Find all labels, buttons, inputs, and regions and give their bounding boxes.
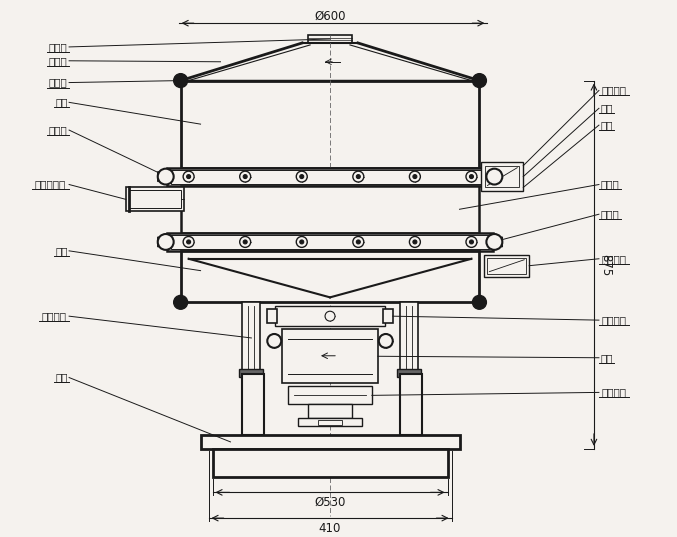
Text: 小束环: 小束环 [49, 77, 67, 88]
Bar [485, 255, 529, 277]
Circle shape [240, 171, 250, 182]
Bar [129, 191, 181, 208]
Circle shape [183, 236, 194, 248]
Text: 上框: 上框 [56, 97, 68, 107]
Circle shape [473, 295, 486, 309]
Circle shape [469, 175, 473, 179]
Circle shape [356, 240, 360, 244]
Circle shape [466, 236, 477, 248]
Bar [242, 302, 261, 374]
Text: 减震弹簧: 减震弹簧 [42, 311, 66, 321]
Text: 大束环: 大束环 [49, 125, 67, 135]
Text: 进料口: 进料口 [49, 42, 67, 52]
Bar [487, 258, 526, 274]
Text: 电机: 电机 [600, 353, 613, 363]
Circle shape [158, 234, 174, 250]
Bar [126, 187, 183, 211]
Polygon shape [158, 172, 169, 182]
Text: 网架: 网架 [600, 103, 613, 113]
Text: 大汉机械: 大汉机械 [305, 219, 355, 239]
Bar [167, 233, 494, 251]
Circle shape [410, 236, 420, 248]
Bar [298, 418, 362, 426]
Bar [181, 251, 479, 302]
Circle shape [183, 171, 194, 182]
Circle shape [353, 171, 364, 182]
Text: 下部重锤: 下部重锤 [601, 387, 626, 397]
Circle shape [267, 334, 281, 348]
Text: 细出料口: 细出料口 [601, 254, 626, 264]
Circle shape [486, 169, 502, 185]
Bar [276, 306, 385, 326]
Bar [399, 302, 418, 374]
Bar [282, 329, 378, 383]
Circle shape [473, 74, 486, 88]
Circle shape [174, 295, 188, 309]
Bar [181, 81, 479, 168]
Circle shape [174, 74, 188, 88]
Bar [171, 170, 489, 184]
Circle shape [240, 236, 250, 248]
Text: 底框: 底框 [56, 246, 68, 256]
Circle shape [379, 334, 393, 348]
Bar [267, 309, 278, 323]
Circle shape [353, 236, 364, 248]
Bar [308, 404, 352, 418]
Bar [318, 420, 342, 425]
Circle shape [356, 175, 360, 179]
Polygon shape [492, 172, 502, 182]
Circle shape [486, 234, 502, 250]
Text: 弹跳球: 弹跳球 [600, 179, 619, 190]
Text: 中粗出料口: 中粗出料口 [35, 179, 66, 190]
Circle shape [466, 171, 477, 182]
Bar [399, 374, 422, 435]
Bar [481, 162, 523, 192]
Text: 410: 410 [319, 521, 341, 534]
Text: Ø600: Ø600 [314, 10, 346, 23]
Circle shape [297, 171, 307, 182]
Text: 上部重锤: 上部重锤 [601, 315, 626, 325]
Text: 中框: 中框 [600, 120, 613, 130]
Circle shape [187, 175, 191, 179]
Circle shape [413, 175, 417, 179]
Circle shape [469, 240, 473, 244]
Circle shape [243, 240, 247, 244]
Circle shape [413, 240, 417, 244]
Text: 粗出料口: 粗出料口 [601, 85, 626, 96]
Bar [485, 166, 519, 187]
Bar [200, 435, 460, 449]
Circle shape [300, 175, 304, 179]
Bar [308, 35, 352, 43]
Bar [167, 168, 494, 185]
Bar [213, 449, 447, 476]
Text: 防尘盖: 防尘盖 [49, 56, 67, 66]
Bar [181, 185, 479, 233]
Circle shape [297, 236, 307, 248]
Polygon shape [492, 237, 502, 247]
Polygon shape [158, 237, 169, 247]
Text: 875: 875 [599, 253, 613, 276]
Circle shape [187, 240, 191, 244]
Bar [397, 368, 420, 376]
Circle shape [325, 311, 335, 321]
Text: 挡球环: 挡球环 [600, 209, 619, 219]
Bar [240, 368, 263, 376]
Text: Ø530: Ø530 [314, 496, 346, 509]
Circle shape [300, 240, 304, 244]
Bar [242, 374, 264, 435]
Circle shape [410, 171, 420, 182]
Circle shape [158, 169, 174, 185]
Bar [383, 309, 393, 323]
Text: 底座: 底座 [56, 373, 68, 382]
Bar [171, 235, 489, 249]
Circle shape [243, 175, 247, 179]
Bar [288, 387, 372, 404]
